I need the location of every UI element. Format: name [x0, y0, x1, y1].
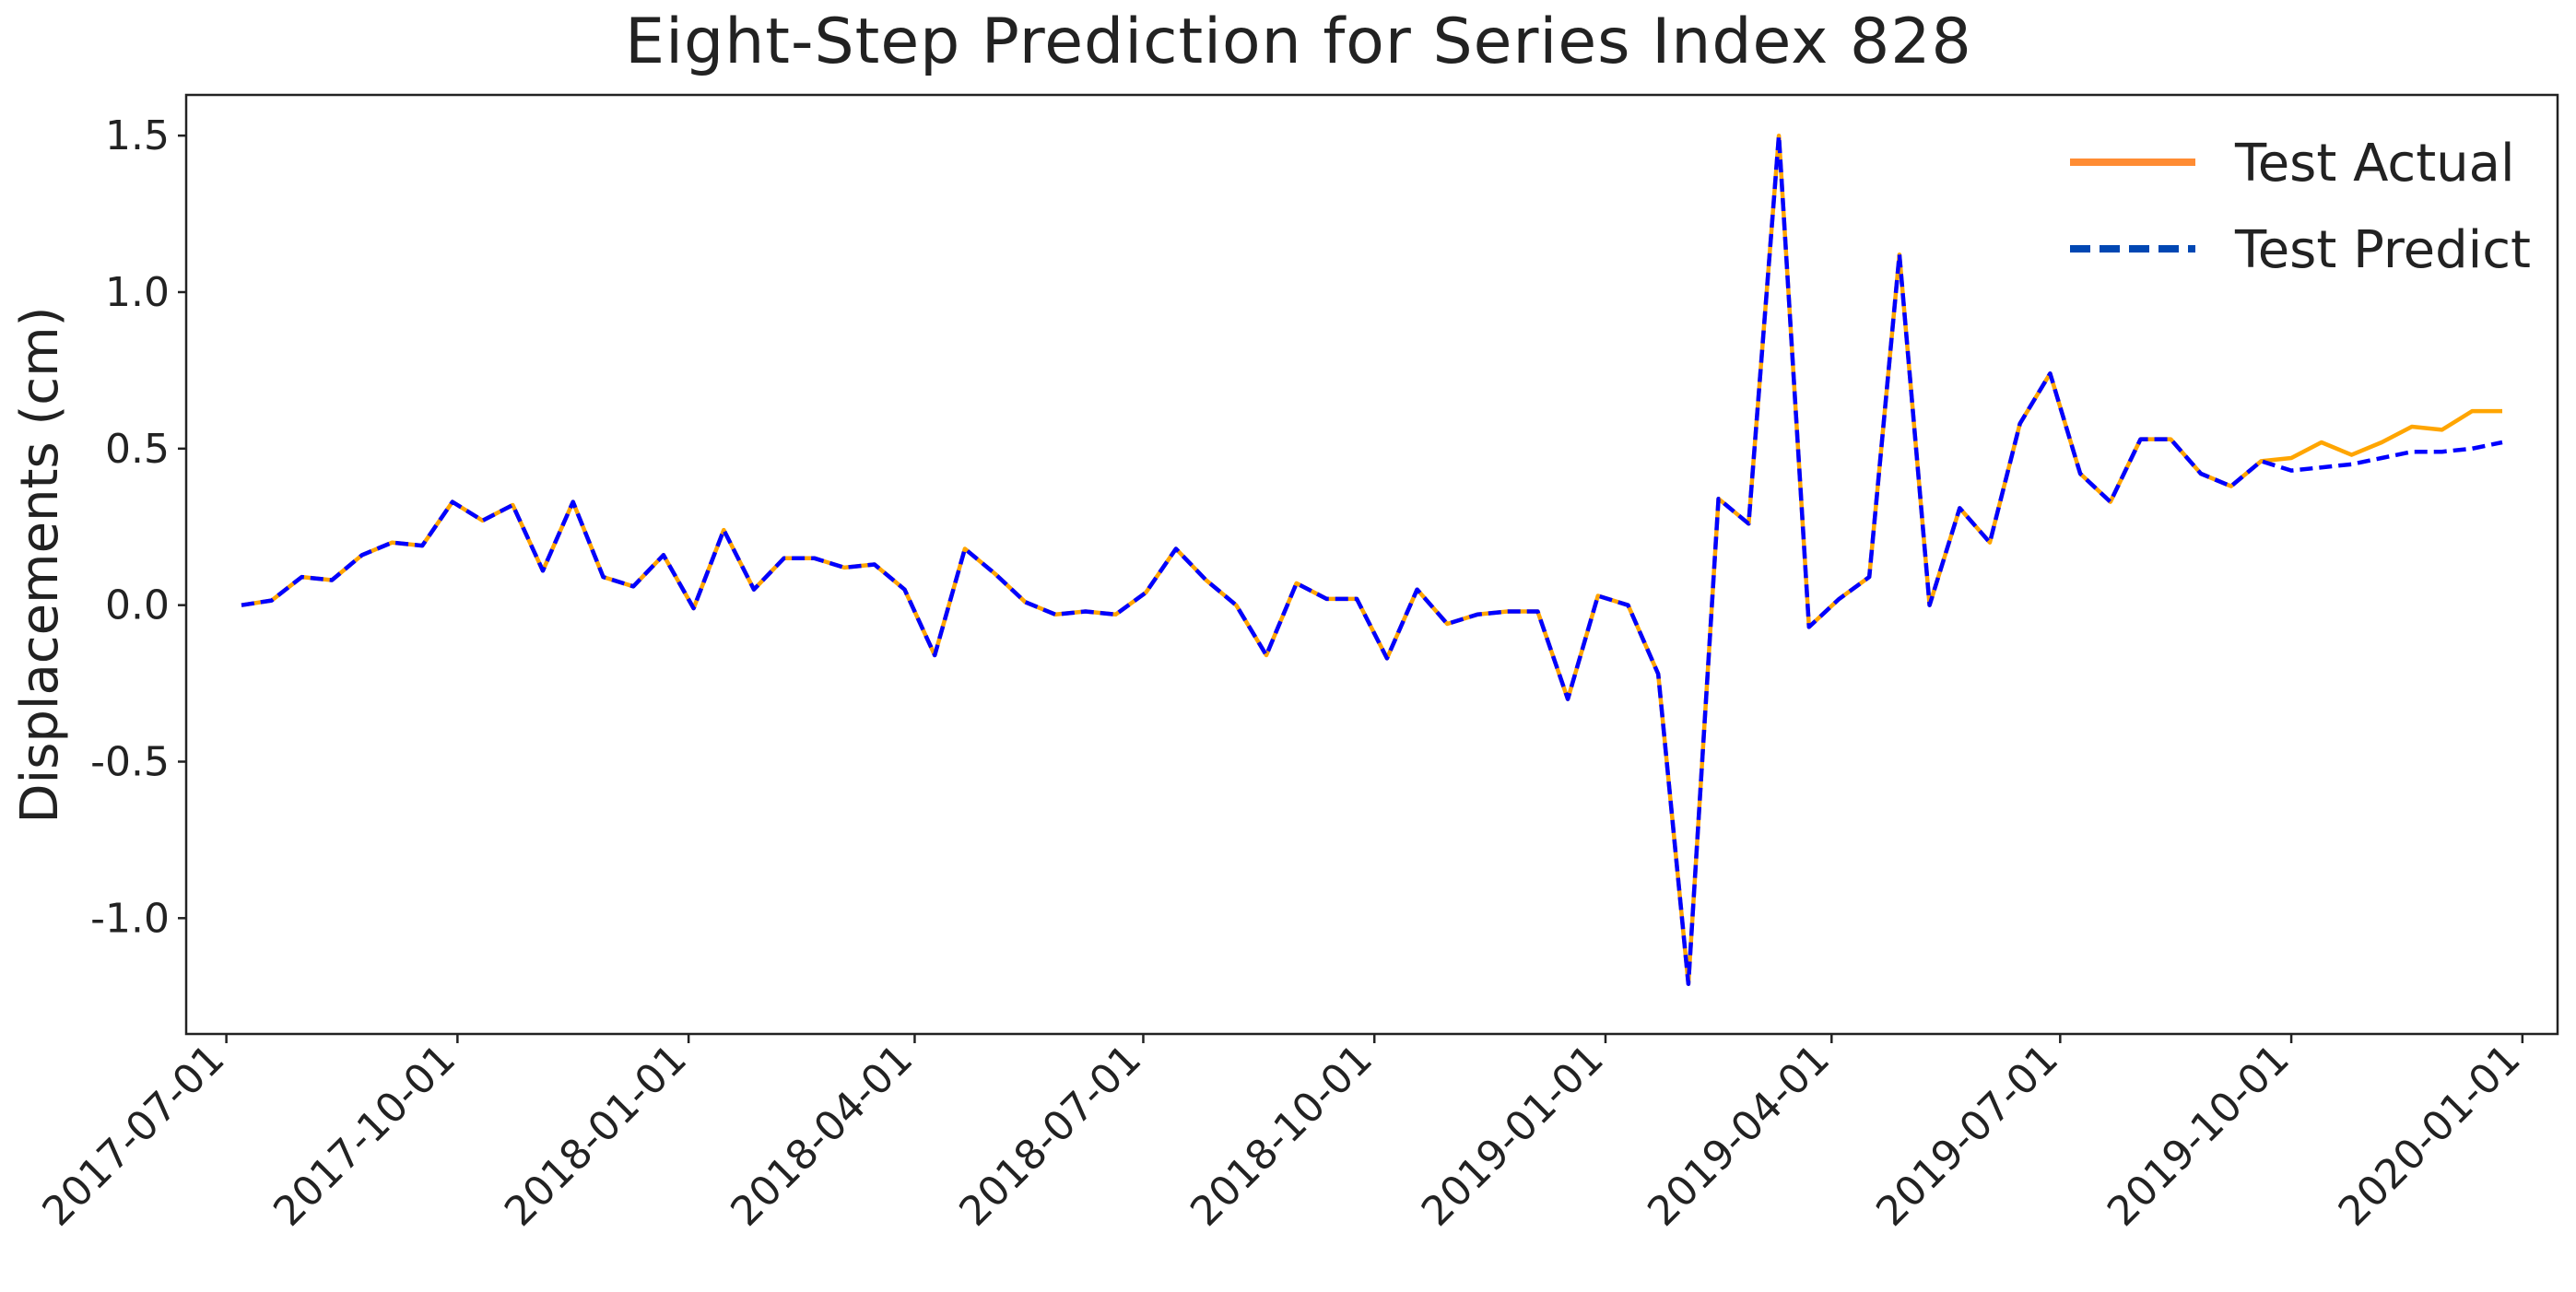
y-tick-label: 1.5: [105, 112, 170, 159]
y-axis-label: Displacements (cm): [10, 307, 70, 824]
series-line-test-predict: [241, 133, 2503, 986]
series-layer: [241, 133, 2503, 986]
chart-title: Eight-Step Prediction for Series Index 8…: [625, 6, 1972, 78]
y-tick-label: -0.5: [90, 738, 170, 785]
y-tick-label: 0.0: [105, 582, 170, 629]
y-tick-label: 1.0: [105, 269, 170, 316]
legend: Test Actual Test Predict: [2070, 134, 2531, 280]
y-tick-label: 0.5: [105, 426, 170, 473]
y-tick-label: -1.0: [90, 895, 170, 942]
legend-label-test-predict: Test Predict: [2234, 220, 2531, 280]
y-axis-ticks: 1.5 1.0 0.5 0.0 -0.5 -1.0: [90, 112, 186, 942]
legend-label-test-actual: Test Actual: [2234, 134, 2515, 194]
plot-area-frame: [184, 93, 2559, 1036]
